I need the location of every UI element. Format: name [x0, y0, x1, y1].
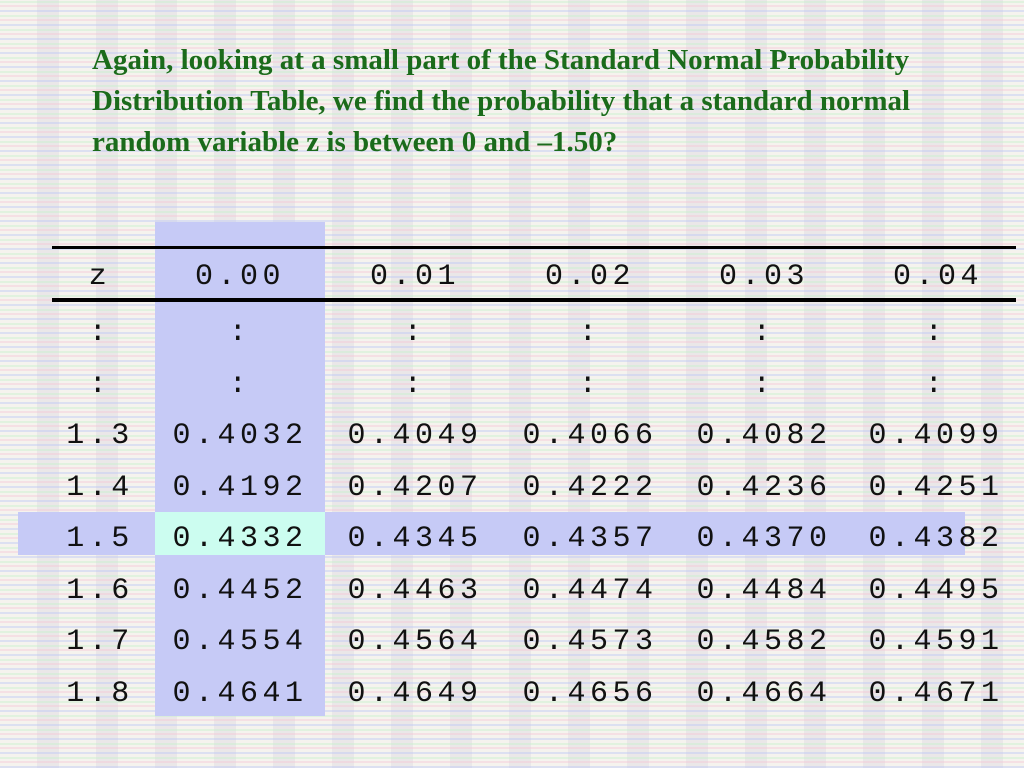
prob-cell: 0.4370	[696, 522, 832, 556]
z-cell: :	[88, 316, 112, 350]
column-highlight	[155, 222, 325, 716]
prob-cell: 0.4452	[172, 573, 308, 608]
z-cell: 1.8	[66, 676, 134, 711]
z-cell: 1.7	[66, 625, 134, 659]
prob-cell: 0.4066	[522, 419, 658, 453]
prob-cell: 0.4554	[172, 625, 308, 659]
prob-cell: 0.4382	[868, 522, 1004, 556]
prob-cell: 0.4463	[347, 573, 483, 608]
prob-cell: 0.4357	[522, 522, 658, 556]
prob-cell: 0.4495	[868, 573, 1004, 608]
slide-title: Again, looking at a small part of the St…	[92, 44, 911, 158]
z-cell: 1.4	[66, 470, 134, 505]
prob-cell: 0.4332	[172, 522, 308, 556]
header-rule	[52, 298, 1016, 302]
z-cell: 1.6	[66, 573, 134, 608]
z-cell: 1.3	[66, 419, 134, 453]
prob-cell: 0.4082	[696, 419, 832, 453]
top-rule	[52, 246, 1016, 249]
z-cell: :	[88, 367, 112, 402]
prob-cell: :	[403, 316, 427, 350]
prob-cell: 0.4484	[696, 573, 832, 608]
header-cell: 0.03	[718, 260, 809, 294]
header-cell: z	[88, 260, 112, 294]
prob-cell: 0.4236	[696, 470, 832, 505]
prob-cell: :	[578, 316, 602, 350]
prob-cell: :	[924, 316, 948, 350]
prob-cell: 0.4641	[172, 676, 308, 711]
header-cell: 0.01	[369, 260, 460, 294]
prob-cell: 0.4573	[522, 625, 658, 659]
header-cell: 0.04	[892, 260, 983, 294]
prob-cell: 0.4099	[868, 419, 1004, 453]
z-cell: 1.5	[66, 522, 134, 556]
prob-cell: 0.4664	[696, 676, 832, 711]
prob-cell: :	[752, 367, 776, 402]
header-cell: 0.02	[544, 260, 635, 294]
header-cell: 0.00	[194, 260, 285, 294]
prob-cell: 0.4474	[522, 573, 658, 608]
prob-cell: 0.4207	[347, 470, 483, 505]
prob-cell: 0.4671	[868, 676, 1004, 711]
prob-cell: 0.4564	[347, 625, 483, 659]
prob-cell: :	[752, 316, 776, 350]
prob-cell: 0.4251	[868, 470, 1004, 505]
prob-cell: 0.4649	[347, 676, 483, 711]
prob-cell: 0.4049	[347, 419, 483, 453]
prob-cell: 0.4345	[347, 522, 483, 556]
prob-cell: 0.4192	[172, 470, 308, 505]
prob-cell: 0.4582	[696, 625, 832, 659]
prob-cell: :	[924, 367, 948, 402]
prob-cell: 0.4656	[522, 676, 658, 711]
prob-cell: :	[403, 367, 427, 402]
prob-cell: 0.4591	[868, 625, 1004, 659]
prob-cell: 0.4032	[172, 419, 308, 453]
prob-cell: 0.4222	[522, 470, 658, 505]
prob-cell: :	[578, 367, 602, 402]
prob-cell: :	[228, 316, 252, 350]
prob-cell: :	[228, 367, 252, 402]
cell-highlight	[155, 512, 325, 555]
